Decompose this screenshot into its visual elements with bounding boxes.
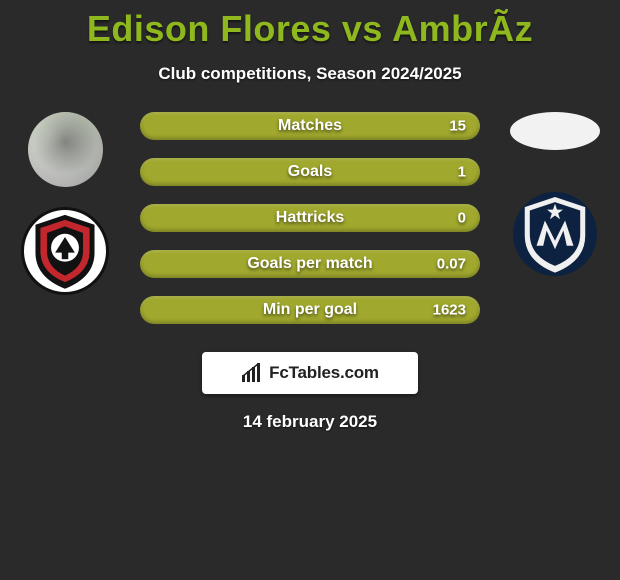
- chart-icon: [241, 363, 263, 383]
- left-player-photo: [28, 112, 103, 187]
- stat-value: 15: [449, 118, 466, 135]
- stat-value: 1: [458, 164, 466, 181]
- stat-label: Min per goal: [263, 301, 357, 319]
- stat-value: 0.07: [437, 256, 466, 273]
- right-player-column: [500, 112, 610, 276]
- comparison-panel: Matches 15 Goals 1 Hattricks 0 Goals per…: [0, 112, 620, 432]
- subtitle: Club competitions, Season 2024/2025: [0, 64, 620, 84]
- stat-label: Goals: [288, 163, 332, 181]
- stat-row-goals: Goals 1: [140, 158, 480, 186]
- stats-list: Matches 15 Goals 1 Hattricks 0 Goals per…: [140, 112, 480, 324]
- left-club-logo: [21, 207, 109, 295]
- stat-label: Goals per match: [247, 255, 372, 273]
- right-player-photo: [510, 112, 600, 150]
- stat-label: Hattricks: [276, 209, 344, 227]
- stat-row-goals-per-match: Goals per match 0.07: [140, 250, 480, 278]
- stat-value: 1623: [433, 302, 466, 319]
- comparison-date: 14 february 2025: [0, 412, 620, 432]
- page-title: Edison Flores vs AmbrÃ­z: [0, 0, 620, 50]
- right-club-logo: [513, 192, 597, 276]
- stat-row-matches: Matches 15: [140, 112, 480, 140]
- brand-badge: FcTables.com: [202, 352, 418, 394]
- stat-label: Matches: [278, 117, 342, 135]
- stat-value: 0: [458, 210, 466, 227]
- stat-row-min-per-goal: Min per goal 1623: [140, 296, 480, 324]
- stat-row-hattricks: Hattricks 0: [140, 204, 480, 232]
- left-player-column: [10, 112, 120, 295]
- brand-text: FcTables.com: [269, 363, 379, 383]
